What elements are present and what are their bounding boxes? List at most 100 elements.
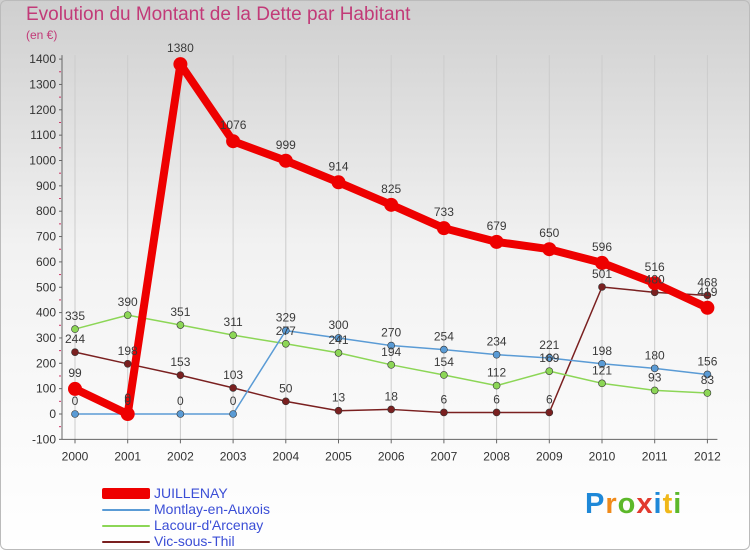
data-point [68, 381, 82, 396]
data-label: 679 [487, 219, 507, 233]
data-point [387, 341, 396, 350]
x-tick-label: 2011 [642, 449, 668, 463]
y-tick-label: 200 [36, 356, 56, 370]
data-label: 733 [434, 205, 454, 219]
proxiti-logo: Proxiti [585, 488, 682, 521]
data-point [331, 175, 346, 190]
x-tick-label: 2006 [378, 449, 405, 463]
data-point [492, 381, 501, 390]
data-point [176, 321, 185, 329]
data-point [598, 283, 606, 291]
x-tick-label: 2012 [694, 449, 721, 463]
y-axis-ticks: -100 0 100 200 300 400 500 600 700 800 900 1000 1100… [29, 52, 62, 446]
data-label: 914 [328, 159, 348, 173]
data-label: 241 [328, 333, 348, 347]
legend-label: JUILLENAY [154, 485, 228, 501]
legend-label: Lacour-d'Arcenay [154, 517, 264, 533]
data-label: 6 [546, 392, 553, 406]
y-tick-label: 800 [36, 204, 56, 218]
x-tick-label: 2001 [114, 449, 141, 463]
data-point [229, 384, 237, 392]
data-point [703, 389, 712, 397]
x-tick-label: 2005 [325, 449, 352, 463]
data-point [384, 197, 399, 212]
data-label: 516 [645, 260, 665, 274]
data-label: 6 [441, 392, 448, 406]
data-point [71, 325, 79, 333]
data-label: 468 [697, 275, 717, 289]
data-label: 650 [539, 226, 559, 240]
data-label: 277 [276, 324, 296, 338]
logo-letter: i [653, 488, 663, 520]
logo-letter: o [617, 488, 637, 520]
data-label: 1380 [167, 41, 194, 55]
data-point [71, 348, 79, 356]
y-tick-label: 700 [36, 230, 56, 244]
data-label: 180 [645, 348, 665, 362]
data-point [440, 371, 448, 379]
data-label: 0 [72, 394, 79, 408]
data-label: 194 [381, 345, 401, 359]
x-tick-label: 2010 [589, 449, 616, 463]
logo-letter: P [585, 488, 606, 520]
data-point [229, 331, 237, 339]
chart-subtitle: (en €) [26, 28, 58, 42]
data-point [598, 360, 606, 368]
data-label: 153 [170, 355, 190, 369]
data-label: 112 [487, 366, 506, 380]
data-label: 198 [118, 344, 138, 358]
data-point [700, 300, 715, 315]
y-tick-label: -100 [32, 432, 56, 446]
legend-label: Vic-sous-Thil [154, 533, 235, 549]
data-point [545, 354, 554, 362]
data-label: 154 [434, 355, 454, 369]
legend-swatch [102, 525, 150, 527]
data-point [71, 410, 79, 418]
y-tick-label: 1100 [30, 128, 56, 142]
data-label: 311 [224, 315, 243, 329]
data-point [281, 326, 290, 335]
y-tick-label: 100 [36, 382, 56, 396]
data-label: 999 [276, 138, 296, 152]
y-tick-label: 500 [36, 280, 56, 294]
data-point [120, 407, 135, 421]
data-label: 13 [332, 391, 346, 405]
data-label: 480 [645, 272, 665, 286]
data-point [703, 370, 712, 379]
data-label: 221 [539, 338, 559, 352]
data-point [123, 360, 132, 368]
axes [61, 55, 718, 440]
y-tick-label: 900 [36, 179, 56, 193]
x-tick-label: 2008 [483, 449, 510, 463]
data-label: 156 [697, 354, 717, 368]
data-label: 254 [434, 330, 454, 344]
data-point [334, 334, 343, 342]
logo-letter: x [636, 488, 654, 520]
data-point [173, 57, 188, 72]
data-point [176, 371, 185, 380]
data-point [281, 397, 290, 406]
data-point [489, 234, 504, 249]
data-point [387, 361, 396, 369]
data-label: 335 [65, 309, 85, 323]
data-label: 103 [223, 368, 243, 382]
data-label: 50 [279, 381, 293, 395]
chart-title: Evolution du Montant de la Dette par Hab… [26, 4, 411, 25]
grid-lines [74, 55, 708, 440]
data-label: 99 [68, 366, 82, 380]
data-point [492, 350, 501, 359]
data-point [647, 276, 662, 291]
data-point [492, 408, 501, 417]
data-label: 0 [124, 391, 131, 405]
data-point [595, 255, 609, 270]
data-point [650, 364, 659, 373]
y-tick-label: 0 [49, 407, 56, 421]
data-label: 244 [65, 332, 85, 346]
logo-letter: t [662, 488, 674, 520]
x-tick-label: 2000 [62, 449, 89, 463]
data-point [278, 153, 293, 168]
data-label: 300 [328, 318, 348, 332]
data-point [387, 405, 396, 414]
